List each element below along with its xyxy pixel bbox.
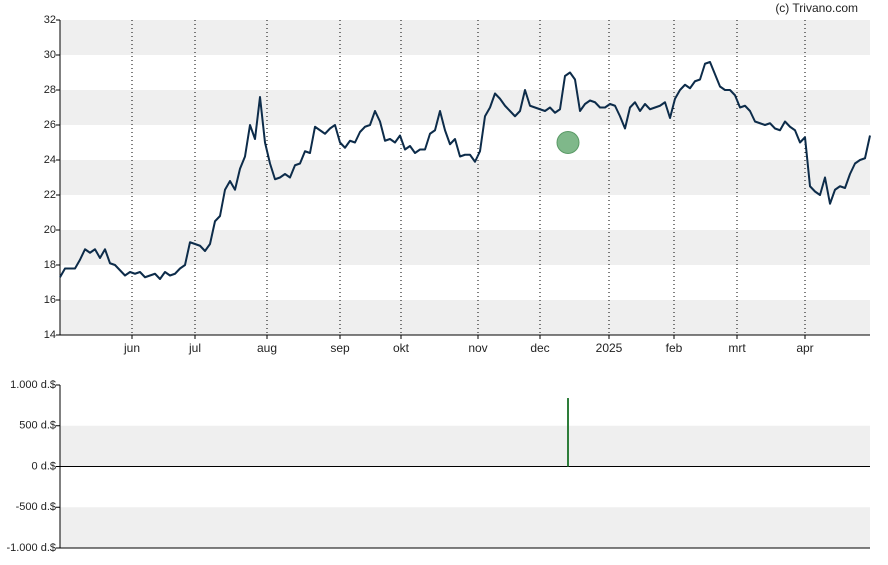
band bbox=[60, 20, 870, 55]
x-tick-label: sep bbox=[330, 341, 350, 355]
y-tick-label: 18 bbox=[44, 259, 56, 271]
band bbox=[60, 90, 870, 125]
y-tick-label: 30 bbox=[44, 49, 56, 61]
trade-marker bbox=[556, 131, 580, 154]
y-tick-label: 0 d.$ bbox=[32, 460, 56, 472]
x-tick-label: nov bbox=[468, 341, 487, 355]
y-tick-label: 28 bbox=[44, 84, 56, 96]
x-tick-label: jun bbox=[123, 341, 140, 355]
y-tick-label: 26 bbox=[44, 119, 56, 131]
y-tick-label: 22 bbox=[44, 189, 56, 201]
x-tick-label: 2025 bbox=[596, 341, 623, 355]
y-tick-label: -1.000 d.$ bbox=[6, 542, 56, 554]
band bbox=[60, 300, 870, 335]
y-tick-label: 500 d.$ bbox=[19, 420, 56, 432]
band bbox=[60, 160, 870, 195]
y-tick-label: 14 bbox=[44, 329, 56, 341]
x-tick-label: dec bbox=[530, 341, 549, 355]
band bbox=[60, 507, 870, 548]
source: (c) Trivano.com bbox=[775, 1, 858, 15]
price-line bbox=[59, 61, 871, 280]
y-tick-label: -500 d.$ bbox=[16, 501, 56, 513]
x-tick-label: okt bbox=[393, 341, 410, 355]
y-tick-label: 32 bbox=[44, 14, 56, 26]
y-tick-label: 1.000 d.$ bbox=[10, 379, 56, 391]
y-tick-label: 24 bbox=[44, 154, 56, 166]
y-tick-label: 16 bbox=[44, 294, 56, 306]
band bbox=[60, 425, 870, 467]
x-tick-label: feb bbox=[666, 341, 683, 355]
x-tick-label: apr bbox=[796, 341, 813, 355]
y-tick-label: 20 bbox=[44, 224, 56, 236]
x-tick-label: mrt bbox=[728, 341, 746, 355]
band bbox=[60, 230, 870, 265]
x-tick-label: jul bbox=[188, 341, 201, 355]
x-tick-label: aug bbox=[257, 341, 277, 355]
